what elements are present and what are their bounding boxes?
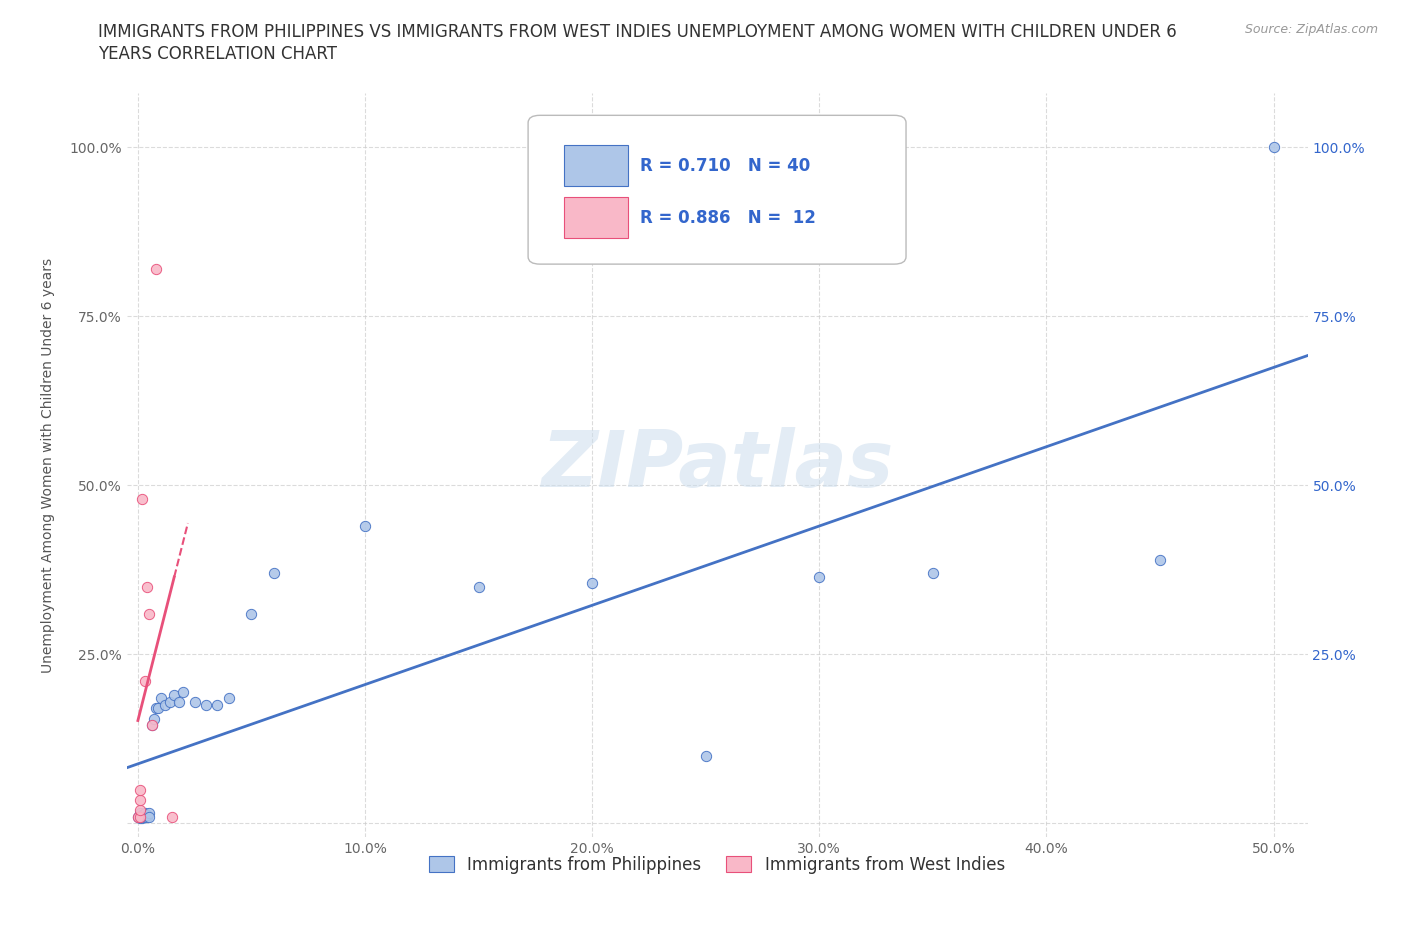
Text: ZIPatlas: ZIPatlas [541,427,893,503]
Point [195,698,218,712]
Text: IMMIGRANTS FROM PHILIPPINES VS IMMIGRANTS FROM WEST INDIES UNEMPLOYMENT AMONG WO: IMMIGRANTS FROM PHILIPPINES VS IMMIGRANT… [98,23,1177,41]
Point [354,518,377,533]
Point [129,808,152,823]
Point [134,806,156,821]
Point [129,792,152,807]
Point [138,606,160,621]
Point [138,806,160,821]
Point [131,808,153,823]
Point [207,698,229,712]
Point [129,803,152,817]
Text: Source: ZipAtlas.com: Source: ZipAtlas.com [1244,23,1378,36]
Point [1149,552,1171,567]
Point [263,565,285,580]
Point [138,809,160,824]
Point [129,809,152,824]
Point [141,718,163,733]
Point [136,809,159,824]
Text: R = 0.886   N =  12: R = 0.886 N = 12 [640,209,815,227]
FancyBboxPatch shape [529,115,905,264]
Point [131,809,153,824]
FancyBboxPatch shape [564,145,628,186]
Point [129,809,152,824]
Y-axis label: Unemployment Among Women with Children Under 6 years: Unemployment Among Women with Children U… [41,258,55,672]
Point [467,579,489,594]
Legend: Immigrants from Philippines, Immigrants from West Indies: Immigrants from Philippines, Immigrants … [422,849,1012,881]
Point [695,749,717,764]
Point [134,808,156,823]
Point [129,782,152,797]
Point [142,711,165,726]
Point [149,691,172,706]
Text: R = 0.710   N = 40: R = 0.710 N = 40 [640,157,810,175]
Point [240,606,263,621]
Point [129,806,152,821]
Point [145,261,167,276]
Point [159,695,181,710]
FancyBboxPatch shape [564,197,628,238]
Point [134,674,156,689]
Point [129,811,152,826]
Point [167,695,190,710]
Point [131,491,153,506]
Point [136,808,159,823]
Point [1263,140,1285,154]
Point [127,809,149,824]
Point [141,718,163,733]
Point [131,809,153,824]
Point [131,811,153,826]
Point [153,698,176,712]
Point [808,569,831,584]
Text: YEARS CORRELATION CHART: YEARS CORRELATION CHART [98,45,337,62]
Point [163,687,186,702]
Point [218,691,240,706]
Point [160,809,183,824]
Point [581,576,603,591]
Point [127,809,149,824]
Point [921,565,943,580]
Point [136,579,159,594]
Point [134,809,156,824]
Point [145,701,167,716]
Point [172,684,194,699]
Point [183,695,205,710]
Point [148,701,170,716]
